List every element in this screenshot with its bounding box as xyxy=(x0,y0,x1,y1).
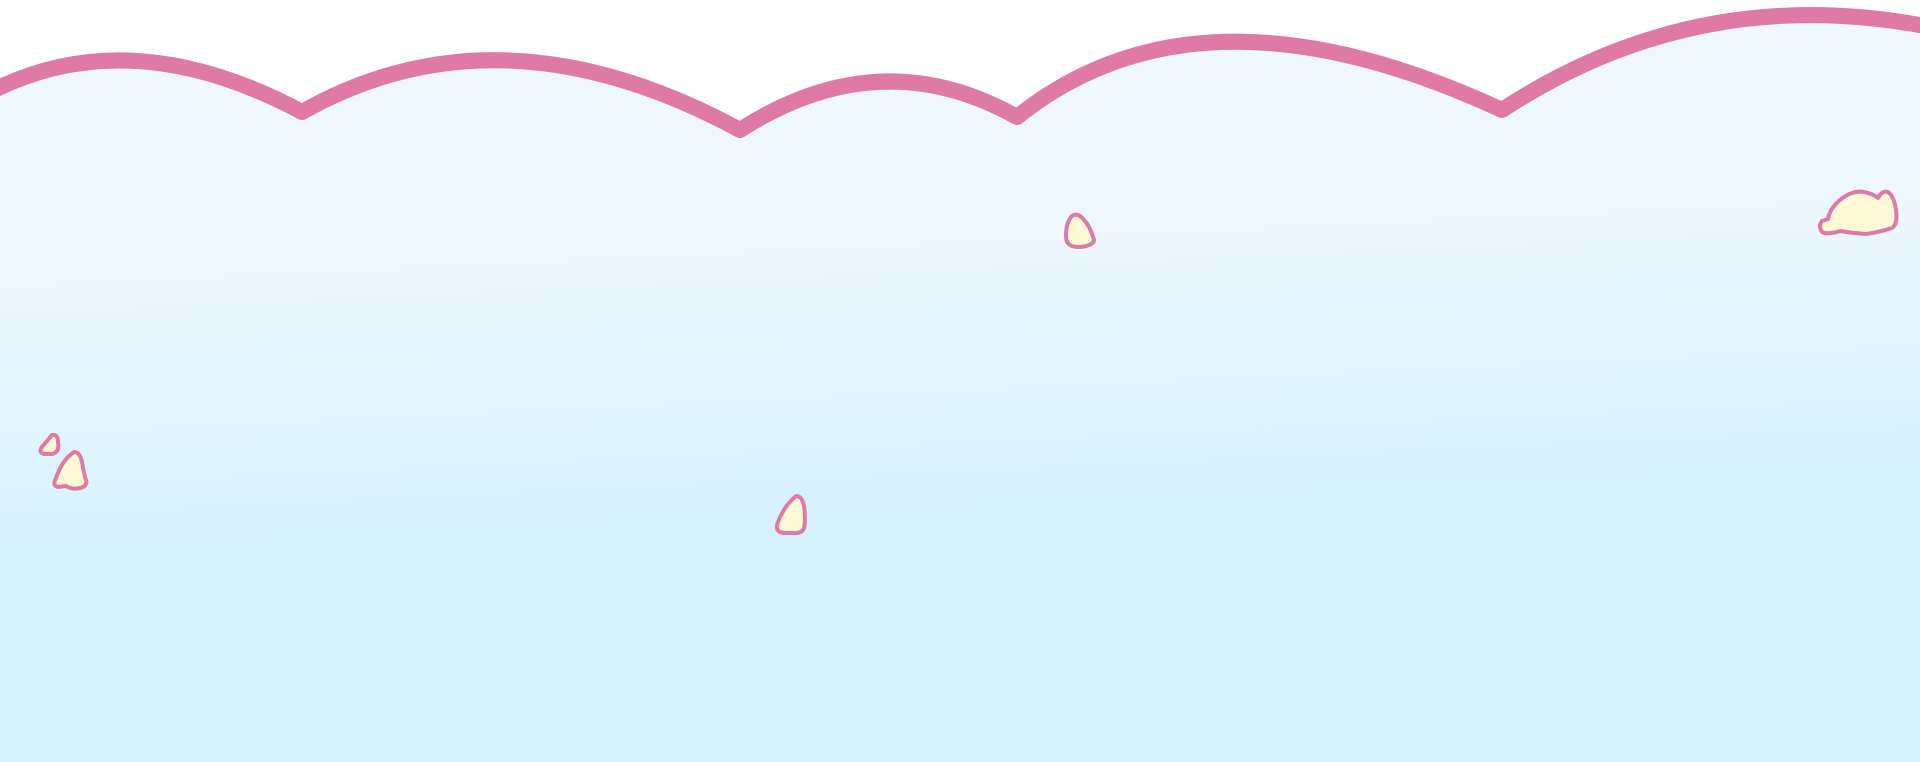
pebbles xyxy=(38,189,1899,536)
pebble-right xyxy=(1818,189,1899,236)
pebble-left xyxy=(52,450,89,491)
pebble-small-left xyxy=(38,432,61,456)
cloud-border xyxy=(0,7,1920,138)
sky-fill xyxy=(0,15,1920,762)
pebble-center xyxy=(774,494,807,536)
pebble-upper-center xyxy=(1064,212,1096,249)
